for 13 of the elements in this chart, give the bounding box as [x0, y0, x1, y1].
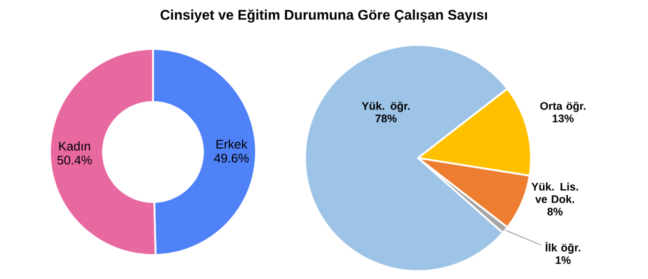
data-label: 8% [547, 208, 563, 216]
text: Cinsiyet ve Eğitim Durumuna Göre Çalışan Sayısı [160, 9, 487, 23]
slice-label: Yük. Lis. ve Dok. [531, 182, 578, 204]
slice-label: Orta öğr. [540, 102, 586, 112]
data-label: 49.6% [214, 154, 249, 163]
data-label: 13% [552, 114, 574, 122]
data-label: 1% [556, 256, 571, 264]
data-label: 50.4% [57, 156, 92, 165]
data-label: 78% [376, 114, 397, 122]
slice-label: Kadın [59, 141, 90, 151]
slice-label: Yük. öğr. [362, 102, 410, 112]
slice-label: İlk öğr. [546, 242, 580, 254]
slice-label: Erkek [216, 139, 248, 149]
